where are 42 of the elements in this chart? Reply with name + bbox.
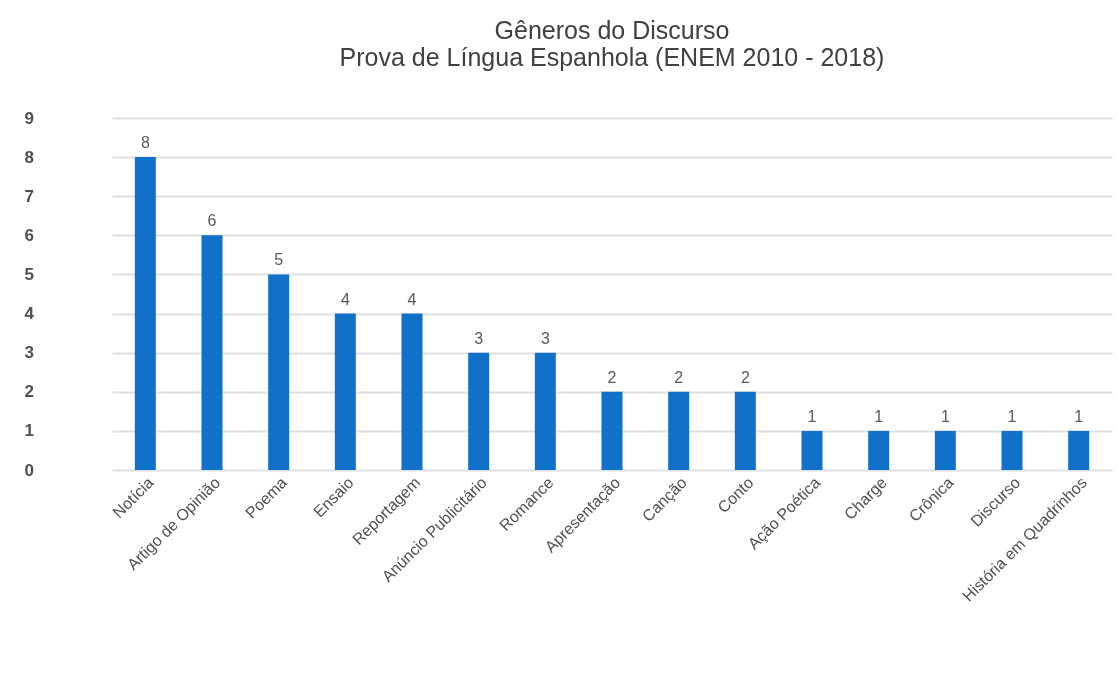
y-tick-label: 3 (24, 343, 34, 363)
bar (268, 274, 290, 470)
bar (534, 352, 556, 470)
data-label: 3 (540, 329, 550, 347)
bar (868, 430, 890, 470)
bar (801, 430, 823, 470)
bar (1068, 430, 1090, 470)
data-label: 2 (674, 368, 684, 386)
data-label: 6 (207, 212, 217, 230)
y-tick-label: 4 (24, 304, 35, 324)
data-label: 8 (140, 134, 150, 152)
chart-subtitle: Prova de Língua Espanhola (ENEM 2010 - 2018) (339, 43, 885, 71)
data-label: 1 (1007, 407, 1017, 425)
y-tick-label: 9 (24, 108, 34, 128)
data-label: 1 (807, 407, 817, 425)
data-label: 1 (874, 407, 884, 425)
y-tick-label: 5 (24, 264, 34, 284)
data-label: 4 (407, 290, 417, 308)
data-label: 1 (940, 407, 950, 425)
y-tick-label: 6 (24, 225, 34, 245)
bar (134, 157, 156, 470)
bar (401, 313, 423, 470)
data-label: 3 (474, 329, 484, 347)
y-tick-label: 2 (24, 382, 34, 402)
y-tick-label: 8 (24, 147, 34, 167)
bar (334, 313, 356, 470)
bar (1001, 430, 1023, 470)
bar (668, 391, 690, 470)
data-label: 5 (274, 251, 284, 269)
bar (201, 235, 223, 470)
data-label: 2 (607, 368, 617, 386)
chart-title: Gêneros do Discurso (494, 16, 730, 44)
y-tick-label: 0 (24, 460, 34, 480)
bar (734, 391, 756, 470)
bar (934, 430, 956, 470)
y-tick-label: 1 (24, 421, 34, 441)
bar (468, 352, 490, 470)
data-label: 2 (740, 368, 750, 386)
bar (601, 391, 623, 470)
data-label: 4 (340, 290, 350, 308)
data-label: 1 (1074, 407, 1084, 425)
y-tick-label: 7 (24, 186, 34, 206)
